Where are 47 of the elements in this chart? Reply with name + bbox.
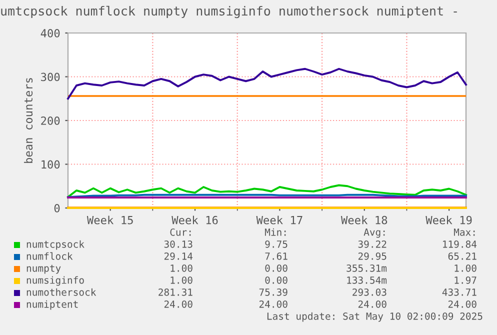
y-axis-title: bean counters xyxy=(24,78,33,163)
text: 24.00 xyxy=(448,300,476,308)
text: 29.95 xyxy=(358,252,386,260)
text: 75.39 xyxy=(259,288,288,296)
legend-label: numothersock xyxy=(26,288,96,296)
text: 433.71 xyxy=(442,288,476,296)
text: 1.97 xyxy=(454,276,476,284)
text: 9.75 xyxy=(265,240,288,248)
text: 293.03 xyxy=(352,288,386,296)
legend-label: numsiginfo xyxy=(26,276,84,286)
text: 29.14 xyxy=(164,252,193,260)
text: 39.22 xyxy=(358,240,386,248)
text: Cur: xyxy=(170,228,191,236)
y-tick-label: 400 xyxy=(40,29,60,38)
x-tick-label: Week 15 xyxy=(86,216,133,224)
legend-label: numtcpsock xyxy=(26,240,84,250)
text: 24.00 xyxy=(358,300,386,308)
x-tick-label: Week 19 xyxy=(426,216,472,224)
x-tick-label: Week 16 xyxy=(172,216,218,224)
text: 281.31 xyxy=(158,288,192,296)
y-tick-label: 100 xyxy=(42,160,60,169)
text: 65.21 xyxy=(448,252,476,260)
legend-label: numiptent xyxy=(26,300,78,310)
text: 119.84 xyxy=(443,240,477,248)
text: 30.13 xyxy=(164,240,192,248)
y-tick-label: 0 xyxy=(54,204,60,212)
text: Min: xyxy=(264,228,286,236)
text: 355.31m xyxy=(346,264,387,272)
text: 7.61 xyxy=(265,252,288,260)
text: Last update: Sat May 10 02:00:09 2025 xyxy=(267,312,482,322)
text: 24.00 xyxy=(259,300,288,308)
text: 1.00 xyxy=(170,264,192,272)
text: 0.00 xyxy=(265,276,288,284)
y-tick-label: 200 xyxy=(41,116,60,125)
text: 24.00 xyxy=(164,300,192,308)
x-tick-label: Week 18 xyxy=(340,216,388,224)
text: 1.00 xyxy=(454,264,476,272)
text: Avg: xyxy=(364,228,385,238)
chart-title: umtcpsock numflock numpty numsiginfo numothersock numiptent - xyxy=(1,6,457,18)
text: 133.54m xyxy=(347,276,387,284)
text: 1.00 xyxy=(170,276,192,284)
legend-label: numpty xyxy=(26,264,61,274)
text: 0.00 xyxy=(265,264,288,272)
legend-label: numflock xyxy=(26,252,73,260)
y-tick-label: 300 xyxy=(41,72,60,82)
x-tick-label: Week 17 xyxy=(256,216,302,224)
text: Max: xyxy=(454,228,475,236)
